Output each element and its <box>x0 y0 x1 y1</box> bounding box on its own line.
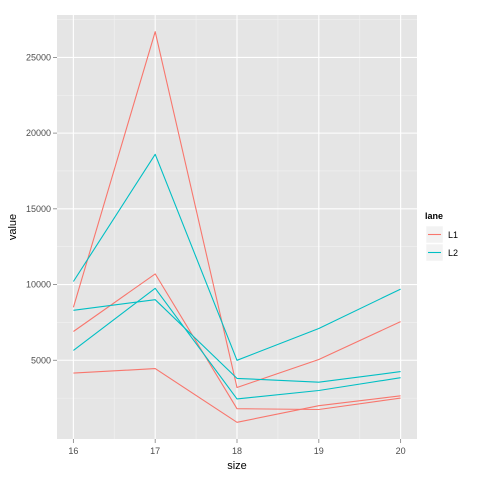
series-line-l2-5 <box>73 299 401 383</box>
y-axis-title: value <box>7 214 19 240</box>
y-tick-label: 10000 <box>26 280 51 290</box>
legend-label-l1: L1 <box>448 230 458 240</box>
y-tick-label: 20000 <box>26 128 51 138</box>
series-line-l2-6 <box>73 287 401 400</box>
legend: lane L1 L2 <box>425 211 458 262</box>
x-axis: 16 17 18 19 20 <box>68 439 406 456</box>
series-line-l2-4 <box>72 153 401 361</box>
y-tick-label: 15000 <box>26 204 51 214</box>
legend-label-l2: L2 <box>448 248 458 258</box>
x-tick-label: 20 <box>396 446 406 456</box>
legend-title: lane <box>425 211 443 221</box>
x-axis-title: size <box>227 460 247 472</box>
x-tick-label: 17 <box>150 446 160 456</box>
x-tick-label: 16 <box>68 446 78 456</box>
y-tick-label: 5000 <box>31 355 51 365</box>
y-axis: 5000 10000 15000 20000 25000 <box>26 52 57 365</box>
y-tick-label: 25000 <box>26 52 51 62</box>
series-lines <box>72 31 401 423</box>
x-tick-label: 19 <box>314 446 324 456</box>
series-line-l1-1 <box>72 31 401 389</box>
series-line-l1-2 <box>73 273 401 411</box>
x-tick-label: 18 <box>232 446 242 456</box>
series-line-l1-3 <box>73 368 401 423</box>
